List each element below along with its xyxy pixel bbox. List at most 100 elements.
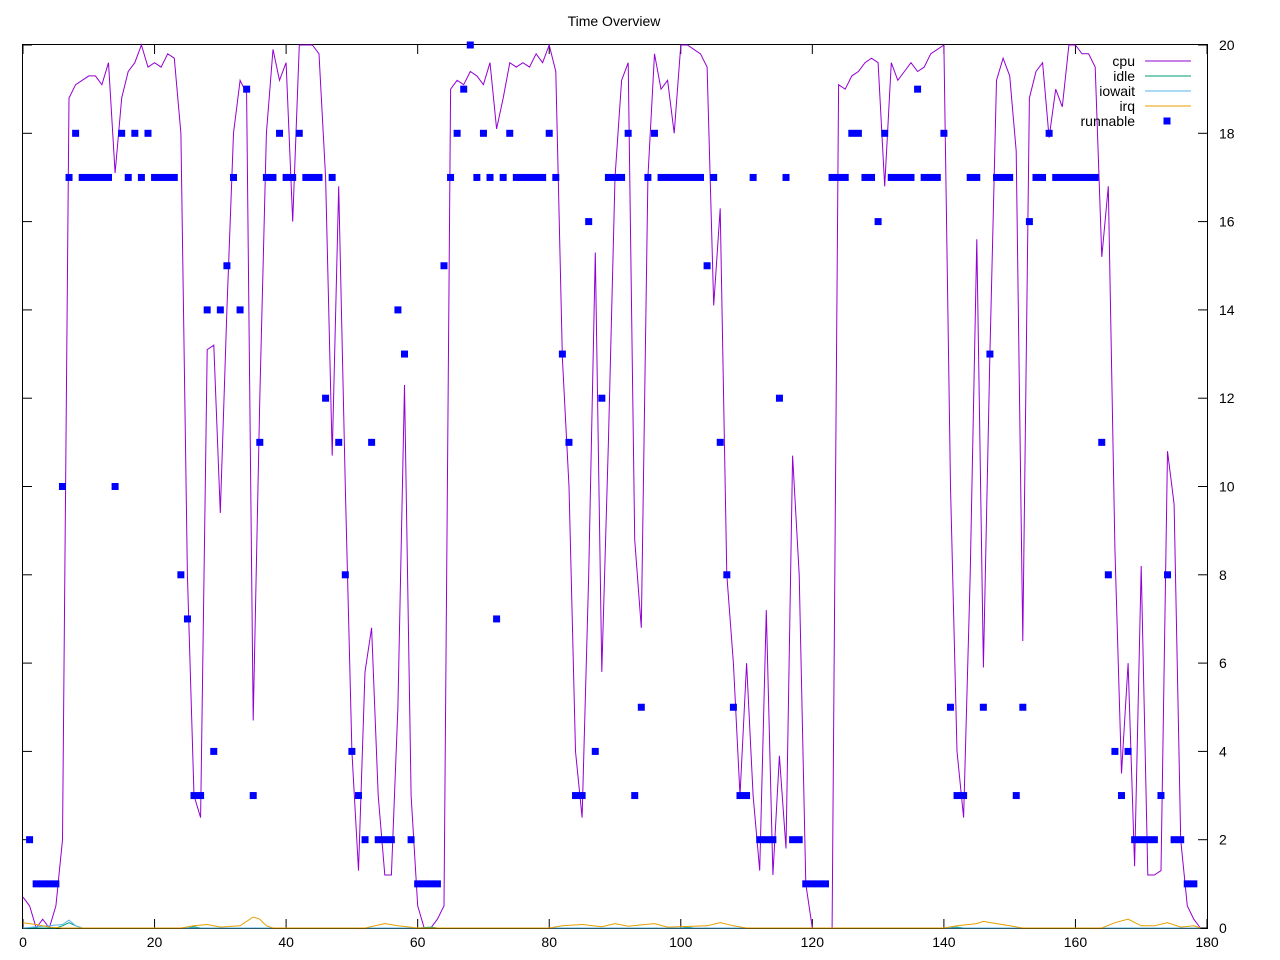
- runnable-point: [762, 836, 770, 844]
- series-layer: [22, 41, 1201, 930]
- runnable-point: [1058, 173, 1066, 181]
- runnable-point: [26, 836, 34, 844]
- y-tick-label: 6: [1219, 655, 1227, 671]
- x-tick-label: 100: [669, 934, 693, 950]
- runnable-point: [289, 173, 297, 181]
- runnable-point: [45, 880, 53, 888]
- runnable-point: [269, 173, 277, 181]
- runnable-point: [900, 173, 908, 181]
- runnable-point: [1098, 438, 1106, 446]
- runnable-point: [611, 173, 619, 181]
- runnable-point: [354, 792, 362, 800]
- runnable-point: [512, 173, 520, 181]
- runnable-point: [447, 173, 455, 181]
- runnable-point: [157, 173, 165, 181]
- legend-label-cpu: cpu: [1112, 53, 1135, 69]
- runnable-point: [381, 836, 389, 844]
- runnable-point: [322, 394, 330, 402]
- chart-title: Time Overview: [568, 13, 662, 29]
- y-tick-label: 12: [1219, 390, 1235, 406]
- runnable-point: [216, 306, 224, 314]
- runnable-point: [966, 173, 974, 181]
- y-tick-label: 16: [1219, 214, 1235, 230]
- runnable-point: [802, 880, 810, 888]
- runnable-point: [1012, 792, 1020, 800]
- runnable-point: [249, 792, 257, 800]
- runnable-point: [118, 129, 126, 137]
- runnable-point: [335, 438, 343, 446]
- runnable-point: [473, 173, 481, 181]
- runnable-point: [229, 173, 237, 181]
- runnable-point: [151, 173, 159, 181]
- runnable-point: [236, 306, 244, 314]
- runnable-point: [828, 173, 836, 181]
- runnable-point: [756, 836, 764, 844]
- runnable-point: [848, 129, 856, 137]
- runnable-point: [506, 129, 514, 137]
- runnable-point: [894, 173, 902, 181]
- y-tick-label: 0: [1219, 920, 1227, 936]
- runnable-point: [433, 880, 441, 888]
- runnable-point: [690, 173, 698, 181]
- runnable-point: [308, 173, 316, 181]
- runnable-point: [111, 483, 119, 490]
- runnable-point: [460, 85, 468, 93]
- runnable-point: [821, 880, 829, 888]
- runnable-point: [72, 129, 80, 137]
- runnable-point: [1032, 173, 1040, 181]
- runnable-point: [1025, 218, 1033, 226]
- runnable-point: [631, 792, 639, 800]
- runnable-point: [98, 173, 106, 181]
- runnable-point: [946, 703, 954, 711]
- runnable-point: [782, 173, 790, 181]
- runnable-point: [907, 173, 915, 181]
- runnable-point: [940, 129, 948, 137]
- runnable-point: [736, 792, 744, 800]
- runnable-point: [1177, 836, 1185, 844]
- runnable-point: [183, 615, 191, 623]
- runnable-point: [190, 792, 198, 800]
- runnable-point: [262, 173, 270, 181]
- series-line-iowait: [22, 919, 1201, 929]
- runnable-point: [197, 792, 205, 800]
- runnable-point: [1065, 173, 1073, 181]
- runnable-point: [58, 483, 66, 490]
- runnable-point: [137, 173, 145, 181]
- runnable-point: [933, 173, 941, 181]
- x-tick-label: 60: [410, 934, 426, 950]
- runnable-point: [637, 703, 645, 711]
- runnable-point: [775, 394, 783, 402]
- runnable-point: [914, 85, 922, 93]
- runnable-point: [479, 129, 487, 137]
- runnable-point: [1078, 173, 1086, 181]
- x-tick-label: 160: [1064, 934, 1088, 950]
- runnable-point: [276, 129, 284, 137]
- runnable-point: [1006, 173, 1014, 181]
- runnable-point: [920, 173, 928, 181]
- runnable-point: [552, 173, 560, 181]
- runnable-point: [243, 85, 251, 93]
- runnable-point: [420, 880, 428, 888]
- runnable-point: [144, 129, 152, 137]
- x-tick-label: 0: [19, 934, 27, 950]
- runnable-point: [1150, 836, 1158, 844]
- runnable-point: [960, 792, 968, 800]
- series-points-runnable: [26, 41, 1198, 888]
- runnable-point: [993, 173, 1001, 181]
- legend-label-idle: idle: [1113, 68, 1135, 84]
- runnable-point: [1117, 792, 1125, 800]
- runnable-point: [532, 173, 540, 181]
- runnable-point: [743, 792, 751, 800]
- runnable-point: [1124, 747, 1132, 755]
- runnable-point: [499, 173, 507, 181]
- runnable-point: [749, 173, 757, 181]
- runnable-point: [1183, 880, 1191, 888]
- legend-label-irq: irq: [1119, 98, 1135, 114]
- runnable-point: [131, 129, 139, 137]
- runnable-point: [861, 173, 869, 181]
- runnable-point: [525, 173, 533, 181]
- runnable-point: [1091, 173, 1099, 181]
- legend-label-runnable: runnable: [1081, 113, 1136, 129]
- runnable-point: [795, 836, 803, 844]
